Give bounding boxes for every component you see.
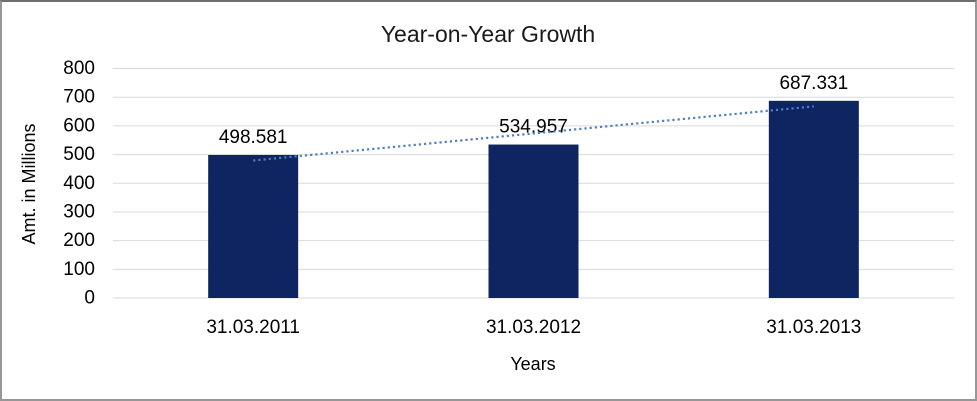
bar bbox=[488, 144, 579, 298]
data-label: 534.957 bbox=[499, 117, 568, 138]
bar bbox=[768, 100, 859, 298]
data-label: 687.331 bbox=[779, 73, 848, 94]
trendline bbox=[253, 105, 814, 162]
trendline-dotted bbox=[253, 105, 814, 162]
y-tick-label: 800 bbox=[63, 58, 95, 79]
x-category-label: 31.03.2012 bbox=[486, 317, 581, 338]
y-tick-label: 600 bbox=[63, 115, 95, 136]
y-tick-label: 100 bbox=[63, 259, 95, 280]
y-tick-label: 700 bbox=[63, 87, 95, 108]
y-axis-tick-labels: 0 100 200 300 400 500 600 700 800 bbox=[63, 58, 95, 309]
x-axis-title: Years bbox=[510, 354, 555, 374]
chart-title: Year-on-Year Growth bbox=[381, 21, 595, 47]
bar-series bbox=[208, 100, 859, 298]
y-tick-label: 400 bbox=[63, 173, 95, 194]
y-tick-label: 200 bbox=[63, 230, 95, 251]
x-category-label: 31.03.2011 bbox=[206, 317, 300, 338]
y-tick-label: 0 bbox=[84, 288, 95, 309]
data-label: 498.581 bbox=[219, 127, 288, 148]
y-axis-title: Amt. in Millions bbox=[19, 123, 39, 244]
x-category-label: 31.03.2013 bbox=[766, 317, 861, 338]
y-tick-label: 500 bbox=[63, 144, 95, 165]
data-labels: 498.581 534.957 687.331 bbox=[219, 73, 848, 148]
x-axis-category-labels: 31.03.2011 31.03.2012 31.03.2013 bbox=[206, 317, 861, 338]
bar bbox=[208, 154, 299, 298]
y-tick-label: 300 bbox=[63, 201, 95, 222]
